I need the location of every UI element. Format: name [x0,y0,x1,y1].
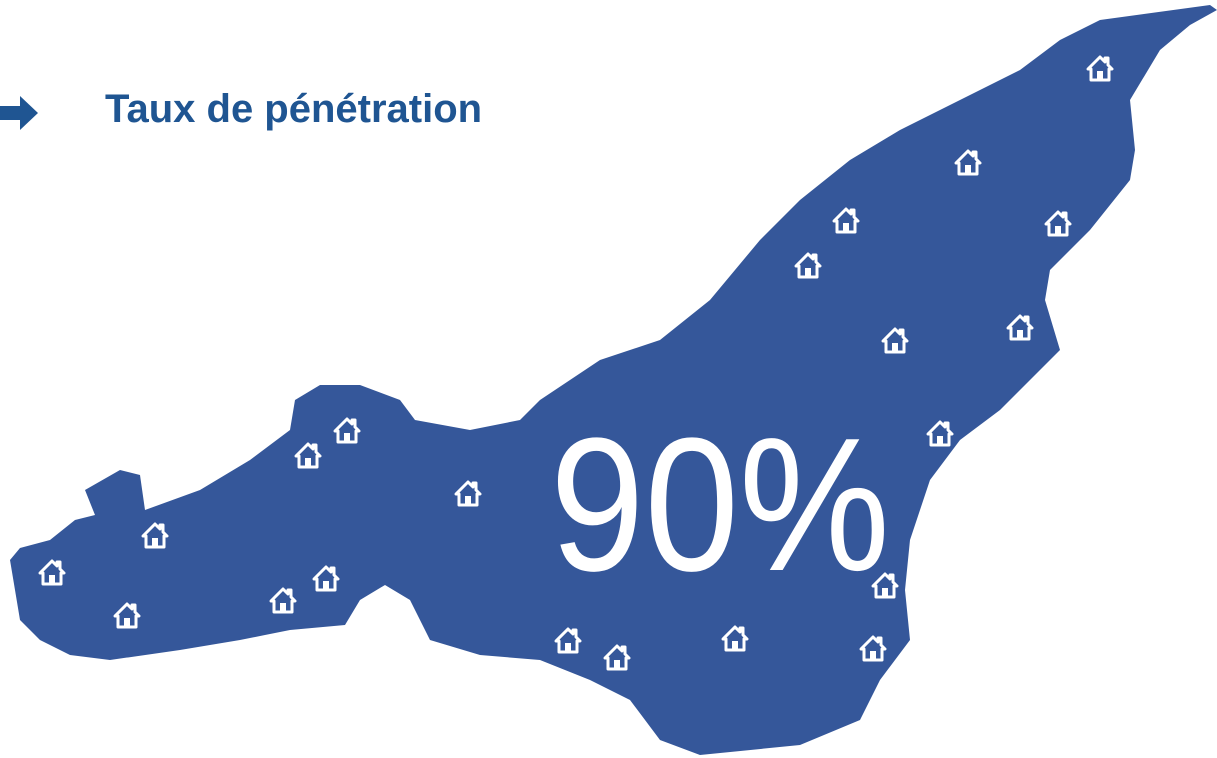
stat-value: 90% [550,399,890,611]
island-map [10,5,1217,755]
arrow-icon [0,96,38,130]
title: Taux de pénétration [105,87,482,131]
